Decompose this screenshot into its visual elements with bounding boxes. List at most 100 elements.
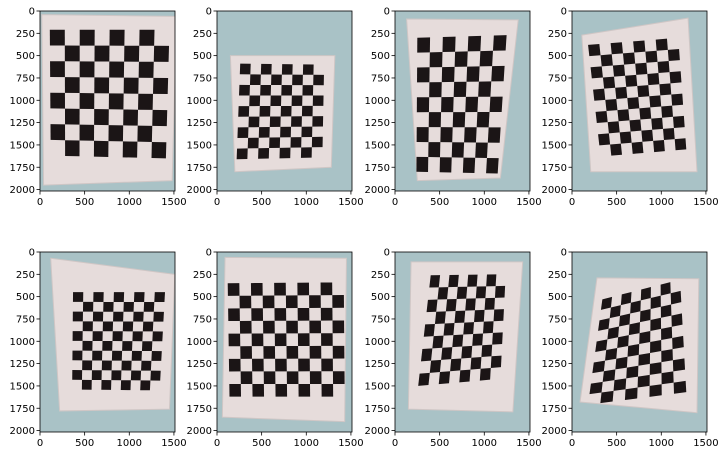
y-tick-label: 1250 — [542, 118, 567, 129]
y-tick-label: 500 — [193, 51, 212, 62]
checker-square — [661, 371, 674, 385]
checker-square — [332, 320, 345, 334]
checker-square — [309, 320, 322, 334]
checker-square — [437, 287, 449, 300]
checker-square — [249, 95, 261, 107]
checker-square — [281, 85, 293, 96]
checker-square — [101, 380, 112, 390]
checker-square — [309, 345, 322, 359]
y-tick-label: 2000 — [365, 185, 390, 196]
checker-square — [481, 344, 493, 358]
checker-square — [595, 111, 608, 124]
y-tick-label: 250 — [193, 270, 212, 281]
checker-square — [590, 66, 603, 79]
y-tick-label: 1000 — [10, 96, 35, 107]
checker-square — [637, 85, 650, 98]
checker-square — [475, 142, 488, 158]
checker-square — [463, 322, 475, 335]
y-tick-label: 250 — [548, 270, 567, 281]
checker-square — [130, 370, 142, 381]
checker-square — [445, 298, 457, 312]
checker-square — [589, 381, 603, 395]
checker-square — [153, 311, 164, 322]
photo-5: 0 500 1000 1500 0 250 500 750 1000 1250 1500 1750 20… — [10, 248, 187, 450]
checker-square — [263, 371, 276, 385]
checker-square — [598, 318, 610, 331]
checker-square — [131, 350, 142, 361]
x-tick-label: 500 — [430, 197, 449, 208]
checker-square — [637, 374, 650, 388]
y-tick-label: 1500 — [187, 381, 212, 392]
checker-square — [417, 67, 430, 83]
y-tick-label: 1750 — [10, 163, 35, 174]
checker-square — [617, 335, 629, 348]
y-tick-label: 1250 — [365, 118, 390, 129]
checker-square — [286, 346, 299, 359]
checker-square — [464, 127, 477, 143]
checker-square — [297, 282, 310, 296]
checker-square — [639, 309, 651, 323]
checker-square — [649, 362, 662, 375]
checker-square — [472, 333, 483, 346]
x-tick-label: 1000 — [294, 197, 319, 208]
checker-square — [600, 54, 613, 67]
y-tick-label: 1750 — [10, 404, 35, 415]
checker-square — [250, 282, 263, 296]
x-tick-label: 1000 — [649, 438, 674, 449]
checker-square — [113, 292, 125, 302]
checker-square — [626, 365, 639, 379]
y-tick-label: 0 — [206, 248, 212, 259]
checker-square — [309, 295, 321, 308]
checker-square — [259, 106, 271, 117]
checker-square — [638, 352, 651, 366]
photo-4: 0 500 1000 1500 0 250 500 750 1000 1250 1500 1750 20… — [542, 7, 719, 209]
x-tick-label: 1500 — [516, 438, 541, 449]
checker-square — [50, 61, 65, 78]
checker-square — [72, 311, 83, 322]
checker-square — [426, 299, 438, 313]
checker-square — [112, 331, 123, 342]
checker-square — [598, 133, 611, 146]
y-tick-label: 1750 — [542, 404, 567, 415]
checker-square — [291, 95, 303, 106]
y-tick-label: 2000 — [542, 185, 567, 196]
y-tick-label: 1500 — [10, 381, 35, 392]
checker-square — [312, 95, 324, 106]
checkerboard — [416, 35, 507, 174]
y-tick-label: 1000 — [365, 337, 390, 348]
y-tick-label: 250 — [548, 29, 567, 40]
x-tick-label: 500 — [430, 438, 449, 449]
y-tick-label: 750 — [548, 314, 567, 325]
photo-image — [395, 11, 530, 191]
checkerboard — [72, 292, 165, 391]
checker-square — [82, 301, 94, 312]
checker-square — [281, 64, 293, 75]
checker-square — [607, 326, 620, 340]
checker-square — [274, 282, 286, 296]
x-tick-label: 500 — [75, 197, 94, 208]
checker-square — [617, 109, 630, 122]
y-tick-label: 250 — [371, 270, 390, 281]
paper-sheet — [407, 261, 524, 413]
checker-square — [429, 82, 442, 98]
photo-7: 0 500 1000 1500 0 250 500 750 1000 1250 1500 1750 20… — [365, 248, 542, 450]
x-tick-label: 1000 — [472, 438, 497, 449]
y-tick-label: 500 — [371, 292, 390, 303]
y-tick-label: 0 — [29, 7, 35, 18]
y-tick-label: 750 — [193, 73, 212, 84]
checker-square — [139, 29, 155, 46]
x-tick-label: 1500 — [693, 438, 718, 449]
checker-square — [252, 384, 265, 397]
checker-square — [474, 309, 485, 323]
checker-square — [434, 311, 446, 324]
photo-8: 0 500 1000 1500 0 250 500 750 1000 1250 1500 1750 20… — [542, 248, 719, 450]
y-tick-label: 1500 — [365, 140, 390, 151]
checker-square — [417, 37, 431, 53]
y-tick-label: 1250 — [542, 359, 567, 370]
photo-1: 0 500 1000 1500 0 250 500 750 1000 1250 1500 1750 20… — [10, 7, 187, 209]
checker-square — [429, 359, 442, 373]
checker-square — [94, 45, 110, 62]
checker-square — [143, 301, 155, 312]
checker-square — [150, 370, 161, 381]
checker-square — [622, 52, 636, 65]
